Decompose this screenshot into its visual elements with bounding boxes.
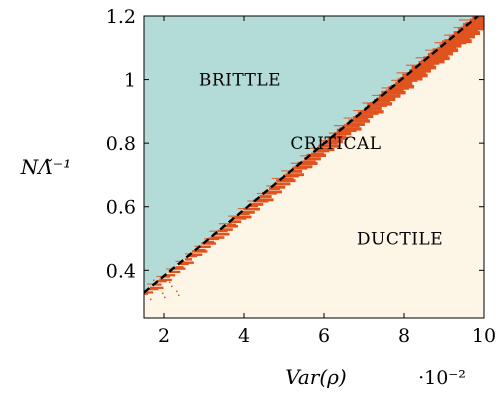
- critical-dot: [164, 296, 166, 299]
- x-axis-ticks: 2 4 6 8 10: [158, 16, 496, 347]
- boundary-line: [144, 16, 479, 294]
- x-tick-label: 10: [472, 325, 496, 347]
- region-label-ductile: DUCTILE: [357, 230, 443, 250]
- x-tick-label: 8: [398, 325, 410, 347]
- y-tick-label: 0.8: [106, 133, 136, 155]
- x-tick-label: 2: [158, 325, 170, 347]
- critical-dot: [162, 292, 164, 295]
- plot-frame: [143, 15, 485, 319]
- critical-dot: [171, 285, 173, 288]
- y-tick-label: 0.6: [106, 197, 136, 219]
- x-tick-label: 4: [238, 325, 250, 347]
- y-axis-label: NΛ̃⁻¹: [20, 155, 72, 179]
- x-tick-label: 6: [318, 325, 330, 347]
- plot-area: [144, 16, 484, 318]
- critical-dot: [169, 281, 171, 284]
- region-label-brittle: BRITTLE: [199, 71, 281, 91]
- critical-dot: [157, 287, 159, 290]
- y-axis-ticks: 0.4 0.6 0.8 1 1.2: [106, 6, 484, 282]
- x-axis-label: Var(ρ): [285, 365, 346, 389]
- critical-dot: [150, 298, 152, 301]
- y-tick-label: 1: [124, 70, 136, 92]
- y-tick-label: 0.4: [106, 260, 136, 282]
- critical-dot: [153, 279, 155, 282]
- x-axis-multiplier: ·10⁻²: [418, 367, 466, 389]
- y-tick-label: 1.2: [106, 6, 136, 28]
- region-label-critical: CRITICAL: [290, 134, 381, 154]
- critical-dot: [176, 290, 178, 293]
- critical-dot: [178, 294, 180, 297]
